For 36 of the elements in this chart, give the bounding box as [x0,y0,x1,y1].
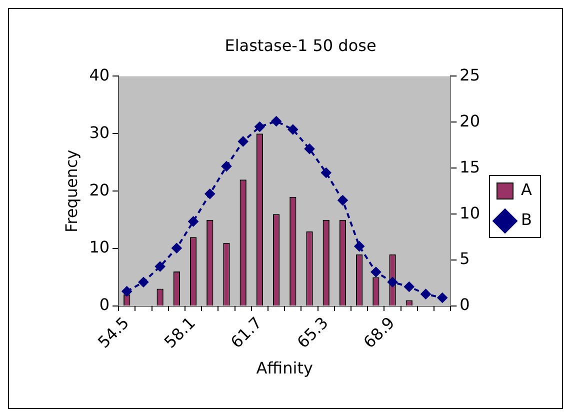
point [420,289,431,300]
y2-tick-label: 10 [460,203,480,222]
point [338,195,348,206]
point [271,116,282,126]
point [304,144,315,154]
y2-tick-label: 25 [460,65,480,84]
point [172,243,182,254]
y-tick-label: 0 [99,295,110,314]
point [188,216,198,226]
y2-tick-label: 0 [460,295,470,314]
x-axis-title: Affinity [256,358,313,378]
legend-label: B [521,210,532,230]
y-axis-title: Frequency [62,150,81,232]
legend-label: A [521,180,532,200]
y2-tick-label: 15 [460,157,480,176]
chart-title: Elastase-1 50 dose [224,36,376,55]
point [288,124,298,135]
point [122,286,132,296]
y-tick-label: 20 [89,180,110,200]
y2-tick-label: 20 [460,111,480,130]
point [437,292,448,303]
point [354,241,364,252]
point [321,168,332,178]
point [155,262,166,272]
point [138,277,148,288]
y-tick-label: 40 [89,65,110,84]
point [370,267,381,278]
point [221,161,232,172]
y-tick-label: 30 [89,122,110,142]
y2-tick-label: 5 [460,249,470,268]
point [204,188,215,199]
point [388,277,398,288]
point [254,122,265,132]
point [404,282,414,292]
y-tick-label: 10 [89,238,110,257]
point [238,136,248,146]
